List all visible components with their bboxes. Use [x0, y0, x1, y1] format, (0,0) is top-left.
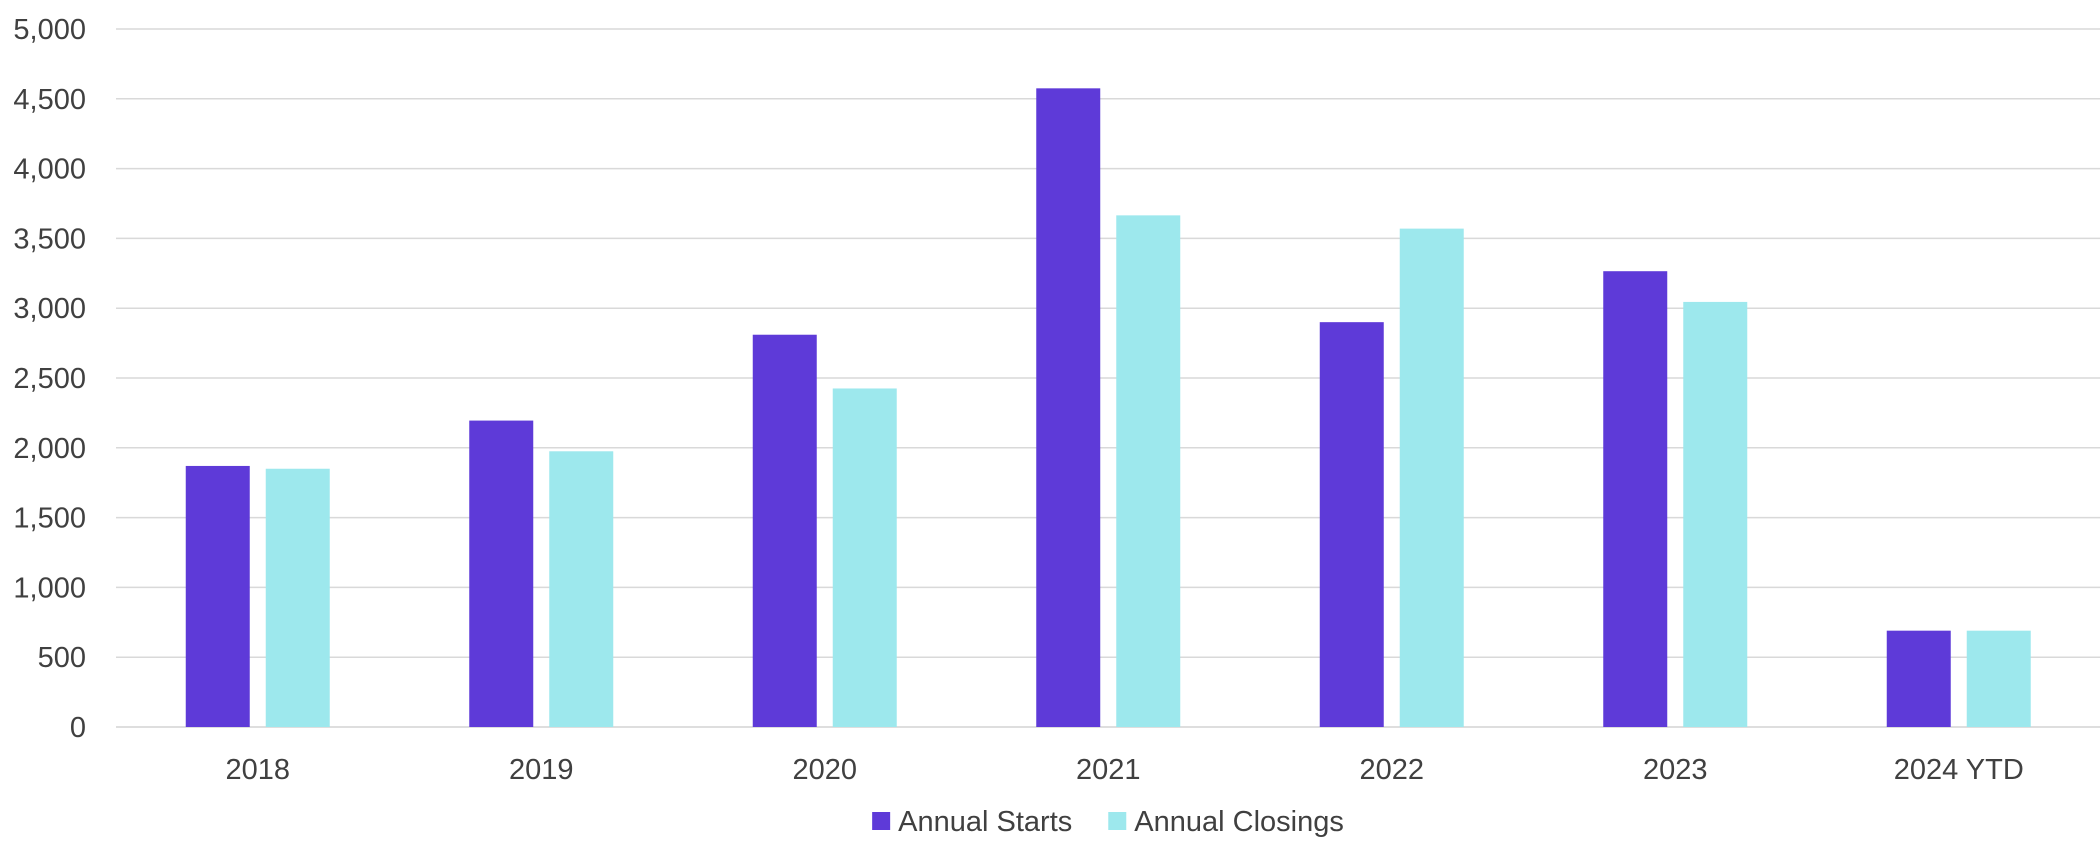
- legend-item: Annual Closings: [1108, 806, 1344, 838]
- y-tick-label: 5,000: [13, 14, 86, 46]
- x-tick-label: 2021: [1076, 754, 1141, 786]
- y-axis-ticks: 0 500 1,000 1,500 2,000 2,500 3,000 3,500 4,000 4…: [13, 14, 86, 744]
- bar-annual-starts-2021: [1036, 88, 1101, 727]
- bar-annual-starts-2024-ytd: [1886, 630, 1951, 727]
- bar-annual-closings-2023: [1683, 301, 1748, 727]
- x-tick-label: 2024 YTD: [1894, 754, 2024, 786]
- y-tick-label: 2,000: [13, 433, 86, 465]
- legend-swatch: [1108, 812, 1127, 830]
- legend-swatch: [872, 812, 891, 830]
- bars: [185, 88, 2031, 728]
- bar-annual-starts-2023: [1603, 271, 1668, 727]
- x-tick-label: 2020: [792, 754, 857, 786]
- bar-annual-closings-2018: [265, 468, 330, 727]
- bar-annual-closings-2020: [832, 388, 897, 727]
- legend: Annual Starts Annual Closings: [872, 806, 1344, 838]
- y-tick-label: 3,000: [13, 293, 86, 325]
- legend-label: Annual Starts: [898, 806, 1072, 838]
- y-tick-label: 4,000: [13, 154, 86, 186]
- legend-item: Annual Starts: [872, 806, 1072, 838]
- bar-annual-starts-2019: [469, 420, 534, 727]
- y-tick-label: 0: [70, 712, 86, 744]
- bar-annual-closings-2019: [549, 451, 614, 727]
- bar-annual-starts-2018: [185, 465, 250, 727]
- bar-annual-starts-2022: [1319, 322, 1384, 727]
- y-tick-label: 1,500: [13, 503, 86, 535]
- bar-annual-closings-2022: [1399, 228, 1464, 728]
- bar-annual-closings-2024-ytd: [1966, 630, 2031, 727]
- y-tick-label: 4,500: [13, 84, 86, 116]
- legend-label: Annual Closings: [1134, 806, 1344, 838]
- x-tick-label: 2019: [509, 754, 574, 786]
- x-tick-label: 2023: [1643, 754, 1708, 786]
- y-tick-label: 3,500: [13, 223, 86, 255]
- y-tick-label: 2,500: [13, 363, 86, 395]
- x-tick-label: 2022: [1359, 754, 1424, 786]
- x-tick-label: 2018: [225, 754, 290, 786]
- y-tick-label: 500: [38, 642, 86, 674]
- y-tick-label: 1,000: [13, 572, 86, 604]
- gridlines: [116, 28, 2100, 728]
- x-axis-ticks: 2018 2019 2020 2021 2022 2023 2024 YTD: [225, 754, 2023, 786]
- bar-annual-closings-2021: [1116, 215, 1181, 727]
- bar-annual-starts-2020: [752, 334, 817, 727]
